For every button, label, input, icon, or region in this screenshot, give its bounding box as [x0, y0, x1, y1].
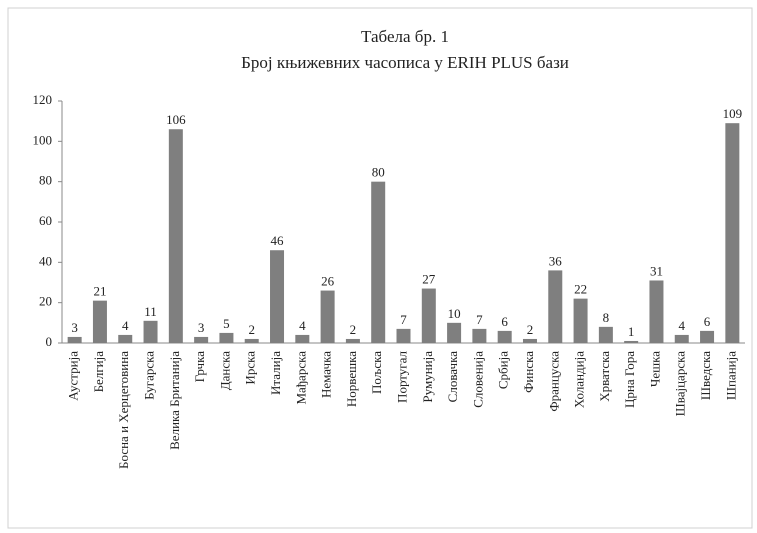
x-tick-label: Велика Британија [167, 351, 182, 450]
x-tick-label: Аустрија [66, 351, 81, 401]
value-label: 36 [549, 253, 563, 268]
value-label: 7 [476, 312, 483, 327]
x-tick-label: Финска [521, 351, 536, 393]
bar [244, 338, 259, 343]
x-tick-label: Хрватска [597, 351, 612, 402]
value-label: 31 [650, 263, 663, 278]
y-tick-label: 40 [39, 253, 52, 268]
bar [649, 280, 664, 343]
value-label: 6 [704, 314, 711, 329]
x-tick-label: Холандија [572, 351, 587, 408]
value-label: 10 [448, 306, 461, 321]
value-label: 2 [527, 322, 534, 337]
chart-title: Табела бр. 1 [361, 27, 449, 46]
x-tick-label: Швајцарска [673, 351, 688, 417]
bar [497, 330, 512, 343]
value-label: 106 [166, 112, 186, 127]
value-label: 27 [422, 272, 436, 287]
bar [472, 328, 487, 343]
x-tick-label: Мађарска [293, 351, 308, 405]
value-label: 3 [198, 320, 205, 335]
value-label: 2 [248, 322, 255, 337]
bar [700, 330, 715, 343]
x-tick-label: Пољска [369, 351, 384, 394]
value-label: 5 [223, 316, 230, 331]
value-label: 6 [501, 314, 508, 329]
value-label: 80 [372, 165, 385, 180]
bar [194, 336, 209, 343]
bar [598, 326, 613, 343]
x-tick-label: Чешка [647, 351, 662, 387]
x-tick-label: Португал [394, 350, 409, 402]
x-tick-label: Шпанија [723, 351, 738, 400]
bar [219, 332, 234, 343]
value-label: 4 [299, 318, 306, 333]
value-label: 4 [122, 318, 129, 333]
bar [674, 334, 689, 343]
bar [725, 123, 740, 343]
value-label: 11 [144, 304, 157, 319]
value-label: 109 [723, 106, 743, 121]
value-label: 1 [628, 324, 635, 339]
x-tick-label: Француска [546, 351, 561, 412]
value-label: 46 [271, 233, 285, 248]
value-label: 22 [574, 282, 587, 297]
x-tick-label: Грчка [192, 351, 207, 383]
x-tick-label: Црна Гора [622, 351, 637, 408]
bar [624, 340, 639, 343]
y-tick-label: 20 [39, 294, 52, 309]
x-tick-label: Ирска [243, 351, 258, 385]
x-tick-label: Норвешка [344, 351, 359, 407]
value-label: 3 [71, 320, 78, 335]
chart-frame [7, 7, 753, 529]
value-label: 2 [350, 322, 357, 337]
bar [548, 270, 563, 343]
x-tick-label: Шведска [698, 351, 713, 400]
x-tick-label: Србија [496, 351, 511, 389]
x-tick-label: Румунија [420, 351, 435, 403]
bar [168, 129, 183, 343]
bar [143, 320, 158, 343]
bar [371, 181, 386, 343]
bar [345, 338, 360, 343]
y-tick-label: 100 [33, 132, 53, 147]
value-label: 21 [93, 284, 106, 299]
bar [522, 338, 537, 343]
x-tick-label: Немачка [319, 351, 334, 398]
x-tick-label: Бугарска [142, 351, 157, 400]
y-tick-label: 60 [39, 213, 52, 228]
bar [573, 298, 588, 343]
chart-subtitle: Број књижевних часописа у ERIH PLUS бази [241, 53, 569, 72]
value-label: 8 [603, 310, 610, 325]
bar [396, 328, 411, 343]
x-tick-label: Словачка [445, 351, 460, 403]
value-label: 7 [400, 312, 407, 327]
x-tick-label: Данска [217, 351, 232, 390]
x-tick-label: Белгија [91, 351, 106, 393]
value-label: 4 [679, 318, 686, 333]
bar [320, 290, 335, 343]
bar [295, 334, 310, 343]
y-tick-label: 120 [33, 92, 53, 107]
x-tick-label: Словенија [470, 351, 485, 408]
bar [118, 334, 133, 343]
bar [270, 250, 285, 343]
value-label: 26 [321, 274, 335, 289]
x-tick-label: Италија [268, 351, 283, 395]
bar [92, 300, 107, 343]
bar [447, 322, 462, 343]
bar [67, 336, 82, 343]
y-tick-label: 0 [46, 334, 53, 349]
y-tick-label: 80 [39, 173, 52, 188]
x-tick-label: Босна и Херцеговина [116, 351, 131, 469]
bar [421, 288, 436, 343]
